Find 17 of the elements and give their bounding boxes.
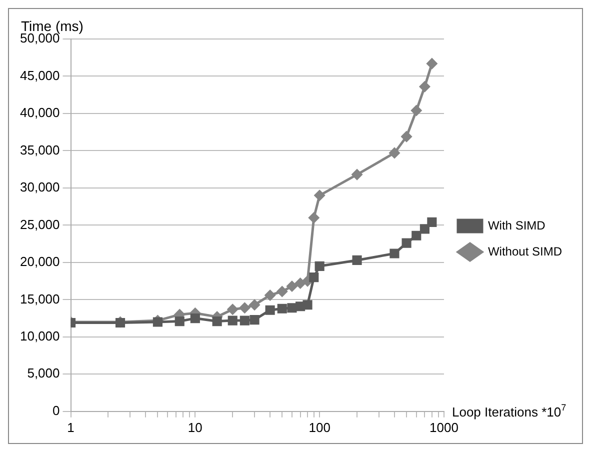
legend-label: Without SIMD	[488, 244, 562, 258]
y-tick-label: 0	[52, 402, 60, 418]
legend-label: With SIMD	[488, 218, 546, 232]
y-tick-label: 5,000	[27, 366, 60, 381]
y-tick-label: 30,000	[20, 180, 60, 195]
y-tick-label: 15,000	[20, 291, 60, 306]
y-tick-label: 20,000	[20, 254, 60, 270]
y-tick-label: 35,000	[20, 142, 60, 158]
x-tick-label: 1000	[430, 420, 458, 435]
y-tick-label: 25,000	[20, 216, 60, 232]
y-axis-title: Time (ms)	[21, 18, 84, 34]
y-tick-label: 40,000	[20, 105, 60, 120]
x-tick-label: 1	[67, 420, 74, 435]
x-tick-label: 100	[308, 420, 330, 435]
x-tick-label: 10	[188, 420, 202, 435]
y-tick-label: 45,000	[20, 68, 60, 83]
y-tick-label: 10,000	[20, 328, 60, 344]
